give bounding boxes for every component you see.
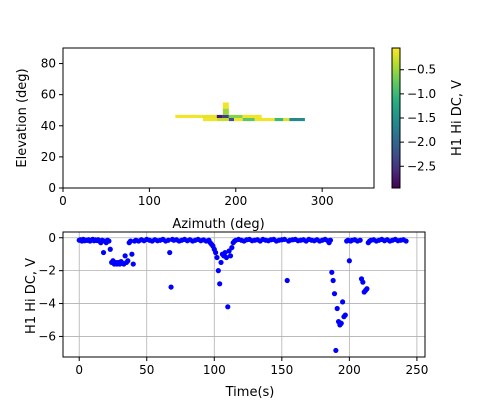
scatter-point xyxy=(342,312,348,318)
scatter-point xyxy=(168,284,174,290)
heatmap-x-ticks: 0 100 200 300 xyxy=(59,188,334,208)
heatmap-cell xyxy=(242,118,255,122)
colorbar-label: H1 Hi DC, V xyxy=(450,80,465,156)
scatter-y-ticks: 0 −2 −4 −6 xyxy=(38,231,63,343)
scatter-point xyxy=(327,237,334,243)
scatter-y-tick-label: −2 xyxy=(38,264,56,278)
colorbar: −0.5 −1.0 −1.5 −2.0 −2.5 H1 Hi DC, V xyxy=(391,47,465,189)
scatter-point xyxy=(106,238,112,244)
scatter-x-tick-label: 150 xyxy=(270,363,293,377)
scatter-point xyxy=(223,254,230,261)
scatter-point xyxy=(357,237,363,243)
heatmap-x-tick-label: 200 xyxy=(224,194,247,208)
scatter-panel: 0 50 100 150 200 250 0 −2 −4 −6 Time(s) H1 Hi DC… xyxy=(24,231,428,400)
heatmap-y-tick-label: 60 xyxy=(41,88,56,102)
scatter-x-tick-label: 250 xyxy=(405,363,428,377)
scatter-x-tick-label: 50 xyxy=(139,363,154,377)
heatmap-y-tick-label: 40 xyxy=(41,119,56,133)
heatmap-cell xyxy=(228,118,235,122)
heatmap-x-tick-label: 100 xyxy=(138,194,161,208)
scatter-point xyxy=(225,304,231,310)
heatmap-x-tick-label: 300 xyxy=(311,194,334,208)
scatter-y-label: H1 Hi DC, V xyxy=(24,258,39,334)
heatmap-cells xyxy=(175,102,305,122)
scatter-grid xyxy=(63,232,425,357)
heatmap-cell xyxy=(216,118,229,122)
scatter-point xyxy=(346,258,352,264)
scatter-point xyxy=(107,246,113,252)
heatmap-x-tick-label: 0 xyxy=(59,194,67,208)
scatter-point xyxy=(218,259,224,266)
colorbar-tick-label: −1.0 xyxy=(407,87,436,101)
scatter-point xyxy=(227,253,234,259)
heatmap-x-label: Azimuth (deg) xyxy=(172,217,264,232)
colorbar-tick-label: −2.5 xyxy=(407,159,436,173)
heatmap-y-tick-label: 0 xyxy=(48,181,56,195)
scatter-point xyxy=(329,269,335,275)
scatter-point xyxy=(222,249,228,256)
scatter-point xyxy=(334,305,340,312)
heatmap-cell xyxy=(222,114,229,118)
scatter-point xyxy=(338,320,344,326)
scatter-x-tick-label: 200 xyxy=(338,363,361,377)
scatter-point xyxy=(129,251,135,257)
heatmap-cell xyxy=(242,114,262,118)
scatter-point xyxy=(167,249,173,256)
heatmap-y-ticks: 0 20 40 60 80 xyxy=(41,57,63,195)
scatter-point xyxy=(125,258,131,264)
heatmap-frame xyxy=(62,47,375,189)
heatmap-y-tick-label: 20 xyxy=(41,150,56,164)
scatter-point xyxy=(127,238,134,244)
scatter-y-tick-label: −4 xyxy=(38,297,56,311)
heatmap-cell xyxy=(234,118,243,122)
scatter-x-ticks: 0 50 100 150 200 250 xyxy=(75,357,428,377)
colorbar-tick-label: −0.5 xyxy=(407,63,436,77)
scatter-point xyxy=(281,236,288,243)
heatmap-cell xyxy=(201,114,217,118)
scatter-point xyxy=(360,279,366,285)
heatmap-cell xyxy=(228,114,243,118)
colorbar-tick-label: −2.0 xyxy=(407,135,436,149)
scatter-point xyxy=(340,299,346,305)
scatter-y-tick-label: −6 xyxy=(38,329,56,343)
heatmap-cell xyxy=(202,118,217,122)
scatter-point xyxy=(331,291,338,297)
heatmap-y-label: Elevation (deg) xyxy=(15,68,30,167)
heatmap-y-tick-label: 80 xyxy=(41,57,56,71)
colorbar-ticks: −0.5 −1.0 −1.5 −2.0 −2.5 xyxy=(400,63,436,173)
scatter-point xyxy=(122,253,128,259)
heatmap-cell xyxy=(222,102,229,109)
scatter-point xyxy=(229,245,235,251)
scatter-x-label: Time(s) xyxy=(225,385,275,400)
scatter-point xyxy=(213,249,219,256)
scatter-point xyxy=(333,347,339,354)
scatter-point xyxy=(130,261,136,267)
scatter-point xyxy=(403,238,409,244)
heatmap-panel: 0 100 200 300 0 20 40 60 80 Azimuth (deg) Eleva… xyxy=(15,47,375,232)
heatmap-cell xyxy=(283,118,290,122)
heatmap-cell xyxy=(175,114,202,118)
scatter-point xyxy=(364,286,370,292)
heatmap-cell xyxy=(274,118,284,122)
scatter-point xyxy=(214,254,220,261)
scatter-y-tick-label: 0 xyxy=(48,231,56,245)
scatter-x-tick-label: 100 xyxy=(203,363,226,377)
colorbar-gradient xyxy=(391,47,401,189)
scatter-point xyxy=(100,249,107,256)
colorbar-tick-label: −1.5 xyxy=(407,111,436,125)
heatmap-cell xyxy=(254,118,275,122)
heatmap-cell xyxy=(289,118,305,122)
scatter-points xyxy=(76,236,409,354)
scatter-point xyxy=(215,268,221,274)
scatter-point xyxy=(284,277,290,284)
scatter-point xyxy=(217,281,223,287)
heatmap-cell xyxy=(216,114,223,118)
scatter-point xyxy=(330,277,336,284)
scatter-point xyxy=(165,237,171,243)
scatter-frame xyxy=(62,231,426,358)
heatmap-cell xyxy=(222,108,229,115)
scatter-x-tick-label: 0 xyxy=(75,363,83,377)
